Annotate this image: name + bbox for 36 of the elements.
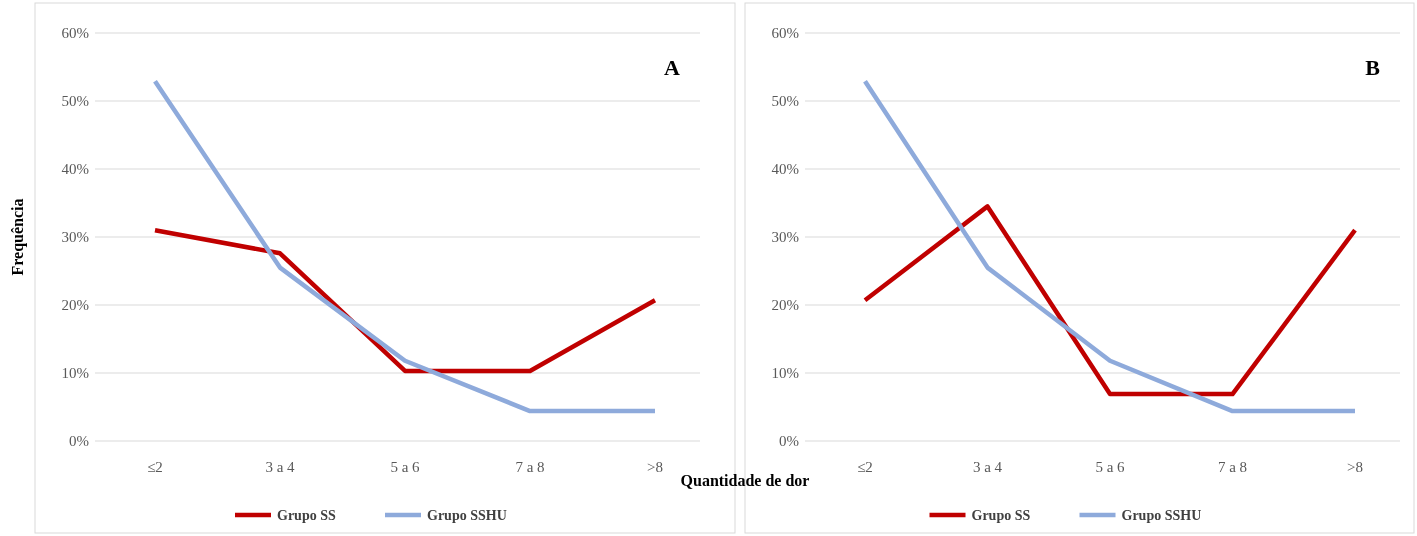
y-tick-label: 0% bbox=[69, 433, 89, 450]
x-axis-title: Quantidade de dor bbox=[680, 472, 810, 489]
y-tick-label: 60% bbox=[61, 25, 89, 42]
line-series bbox=[862, 204, 1358, 397]
x-tick-label: >8 bbox=[1347, 459, 1363, 475]
y-tick-label: 10% bbox=[61, 365, 89, 382]
y-tick-label: 0% bbox=[779, 433, 799, 450]
x-tick-label: 7 a 8 bbox=[515, 459, 545, 475]
y-axis-title: Frequência bbox=[9, 198, 27, 276]
legend-label: Grupo SS bbox=[971, 507, 1031, 523]
y-tick-label: 20% bbox=[771, 297, 799, 314]
line-series bbox=[152, 79, 658, 414]
y-tick-label: 60% bbox=[771, 25, 799, 42]
x-tick-label: ≤2 bbox=[147, 459, 163, 475]
y-tick-label: 40% bbox=[771, 161, 799, 178]
annotation: A bbox=[664, 55, 681, 80]
y-tick-label: 50% bbox=[771, 93, 799, 110]
y-tick-label: 10% bbox=[771, 365, 799, 382]
x-tick-label: 3 a 4 bbox=[265, 459, 296, 475]
legend-label: Grupo SS bbox=[277, 507, 336, 523]
x-tick-label: ≤2 bbox=[857, 459, 873, 475]
y-tick-label: 30% bbox=[771, 229, 799, 246]
legend-label: Grupo SSHU bbox=[1121, 507, 1202, 523]
y-tick-label: 30% bbox=[61, 229, 89, 246]
legend-label: Grupo SSHU bbox=[427, 507, 507, 523]
line-series bbox=[152, 227, 658, 374]
y-tick-label: 20% bbox=[61, 297, 89, 314]
line-series bbox=[862, 79, 1358, 414]
x-tick-label: 5 a 6 bbox=[390, 459, 421, 475]
x-tick-label: 5 a 6 bbox=[1095, 459, 1126, 475]
x-tick-label: >8 bbox=[647, 459, 663, 475]
annotation: B bbox=[1365, 55, 1381, 80]
y-tick-label: 40% bbox=[61, 161, 89, 178]
x-tick-label: 3 a 4 bbox=[972, 459, 1003, 475]
x-tick-label: 7 a 8 bbox=[1217, 459, 1248, 475]
y-tick-label: 50% bbox=[61, 93, 89, 110]
